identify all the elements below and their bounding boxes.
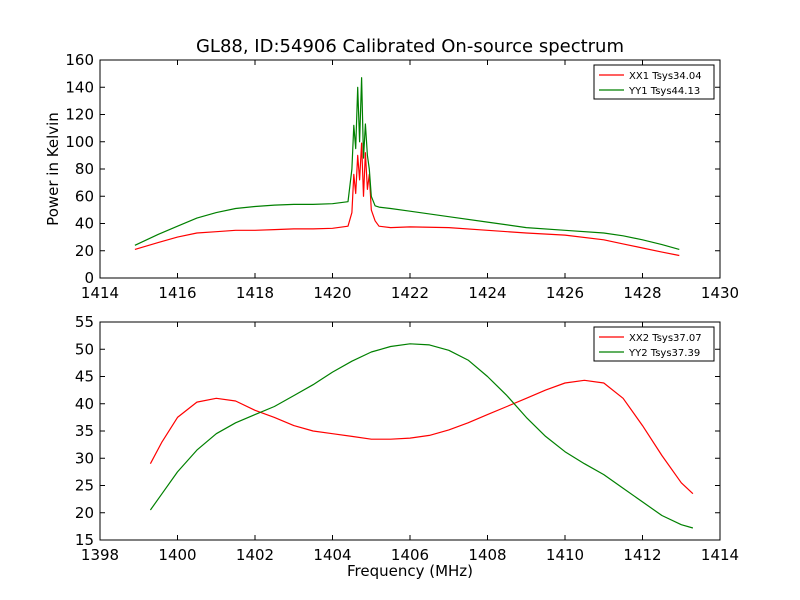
y-tick-label: 25: [75, 477, 94, 495]
y-tick-label: 60: [75, 187, 94, 205]
chart-panel-2: 1398 1400 1402 1404 1406 1408 1410 1412 1414 15 20…: [75, 313, 739, 580]
y-tick-label: 20: [75, 504, 94, 522]
y-tick-label: 35: [75, 422, 94, 440]
y-tick-label: 40: [75, 395, 94, 413]
x-tick-label: 1406: [391, 546, 429, 564]
x-tick-label: 1398: [81, 546, 119, 564]
series-line-2: [134, 77, 680, 250]
series-line-1: [149, 379, 694, 495]
x-tick-label: 1418: [236, 284, 274, 302]
x-tick-label: 1416: [158, 284, 196, 302]
x-tick-label: 1420: [313, 284, 351, 302]
x-tick-label: 1410: [546, 546, 584, 564]
x-tick-label: 1428: [623, 284, 661, 302]
x-tick-label: 1426: [546, 284, 584, 302]
x-axis-label: Frequency (MHz): [347, 562, 473, 580]
y-tick-label: 140: [65, 78, 94, 96]
y-tick-label: 45: [75, 368, 94, 386]
y-tick-label: 30: [75, 449, 94, 467]
y-tick-label: 15: [75, 531, 94, 549]
y-tick-label: 55: [75, 313, 94, 331]
x-tick-label: 1414: [701, 546, 739, 564]
x-tick-label: 1430: [701, 284, 739, 302]
x-tick-label: 1412: [623, 546, 661, 564]
y-tick-label: 0: [84, 269, 94, 287]
legend-box: [593, 64, 715, 100]
x-tick-label: 1404: [313, 546, 351, 564]
y-tick-label: 100: [65, 133, 94, 151]
x-tick-label: 1424: [468, 284, 506, 302]
y-tick-label: 80: [75, 160, 94, 178]
legend-label: XX1 Tsys34.04: [629, 71, 702, 82]
x-tick-label: 1400: [158, 546, 196, 564]
legend: XX1 Tsys34.04 YY1 Tsys44.13: [593, 64, 715, 100]
y-axis-label: Power in Kelvin: [44, 112, 62, 226]
panels: 1414 1416 1418 1420 1422 1424 1426 1428 1430 0 20 4…: [44, 51, 739, 580]
legend-label: YY2 Tsys37.39: [628, 348, 700, 359]
chart-panel-1: 1414 1416 1418 1420 1422 1424 1426 1428 1430 0 20 4…: [44, 51, 739, 302]
series-line-1: [134, 142, 680, 257]
legend: XX2 Tsys37.07 YY2 Tsys37.39: [593, 326, 715, 362]
figure-title: GL88, ID:54906 Calibrated On-source spec…: [196, 36, 624, 57]
x-tick-label: 1414: [81, 284, 119, 302]
legend-box: [593, 326, 715, 362]
legend-label: XX2 Tsys37.07: [629, 333, 702, 344]
y-tick-label: 40: [75, 215, 94, 233]
y-tick-label: 20: [75, 242, 94, 260]
series-line-2: [149, 343, 694, 529]
legend-label: YY1 Tsys44.13: [628, 86, 700, 97]
x-tick-label: 1402: [236, 546, 274, 564]
y-tick-label: 120: [65, 106, 94, 124]
x-tick-label: 1422: [391, 284, 429, 302]
y-tick-label: 50: [75, 340, 94, 358]
x-tick-label: 1408: [468, 546, 506, 564]
y-tick-label: 160: [65, 51, 94, 69]
